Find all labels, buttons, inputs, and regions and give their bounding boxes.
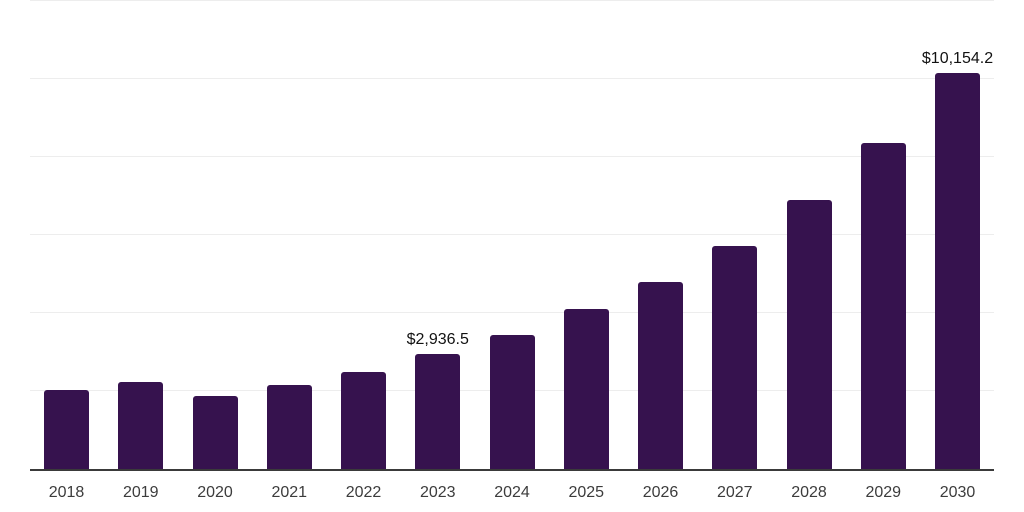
bar-2021 [266,384,312,469]
bar-2026 [638,282,683,469]
bar-2024 [489,335,535,469]
x-tick-label-2023: 2023 [419,484,456,501]
x-tick-label-2020: 2020 [197,484,233,501]
x-tick-label-2029: 2029 [865,484,902,501]
bar-value-label-2023: $2,936.5 [406,331,469,349]
gridline [30,78,994,79]
x-tick-label-2026: 2026 [642,484,679,501]
x-tick-label-2018: 2018 [48,484,85,501]
x-tick-label-2025: 2025 [568,484,605,501]
x-tick-label-2024: 2024 [494,484,530,501]
x-tick-label-2028: 2028 [791,484,827,501]
bar-value-label-2030: $10,154.2 [921,50,994,67]
bar-2028 [786,200,832,469]
bar-2027 [712,245,758,469]
bar-2019 [118,381,164,469]
gridline [30,234,994,235]
gridline [30,0,994,1]
x-axis-line [30,469,994,471]
plot-area: $2,936.5 $10,154.2 [30,0,994,469]
x-tick-label-2021: 2021 [271,484,308,501]
bar-2022 [341,372,386,469]
bar-2018 [44,390,89,469]
bar-2029 [860,142,906,469]
bars-row: $2,936.5 $10,154.2 [30,1,994,469]
x-tick-label-2022: 2022 [345,484,382,501]
x-axis-tick-labels: 2018 2019 2020 2021 2022 2023 2024 2025 2026 2027… [30,484,994,502]
gridline [30,312,994,314]
x-tick-label-2027: 2027 [716,484,753,501]
gridline [30,156,994,158]
bar-2020 [192,396,238,469]
x-tick-label-2030: 2030 [939,484,976,501]
x-tick-label-2019: 2019 [122,484,159,501]
bar-2025 [563,309,609,469]
bar-2023: $2,936.5 [407,332,469,469]
bar-2030: $10,154.2 [922,51,993,469]
